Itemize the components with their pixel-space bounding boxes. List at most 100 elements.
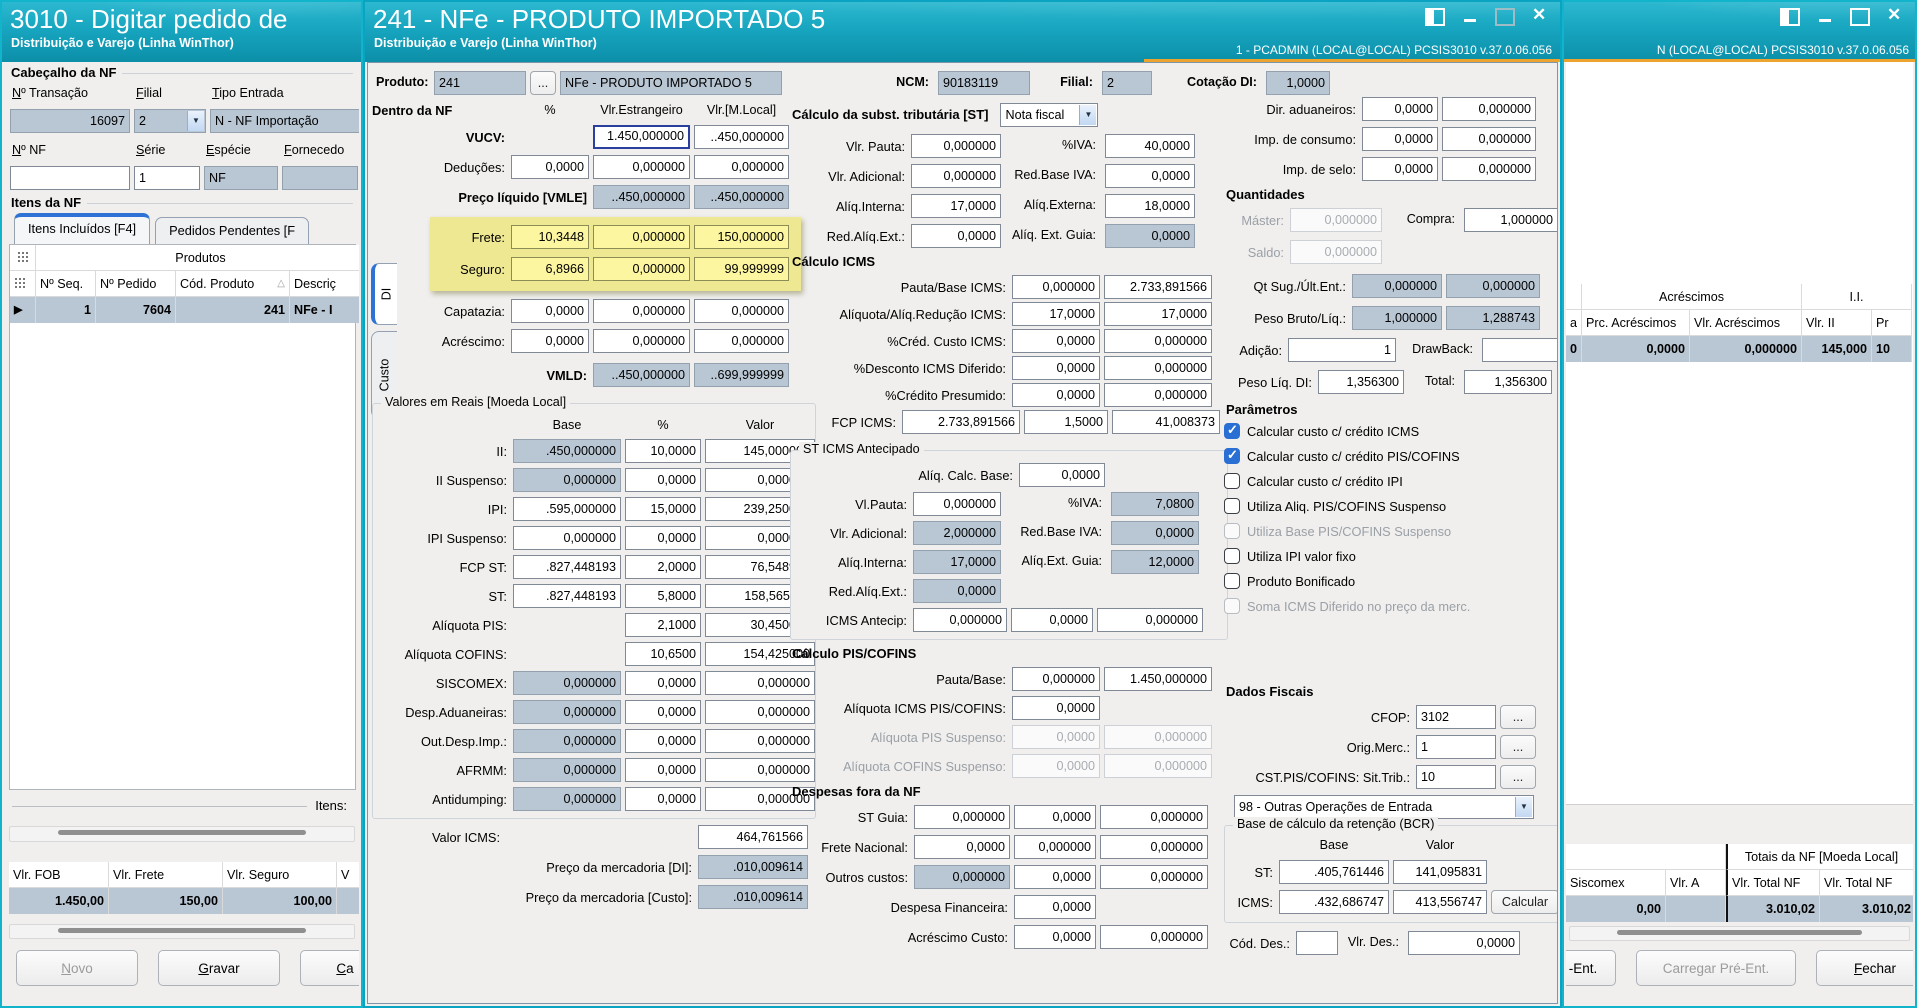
input-field[interactable]: 154,425000 bbox=[705, 642, 815, 666]
input-field[interactable]: 10 bbox=[1416, 765, 1496, 789]
grid-row-selected[interactable]: 1.450,00 150,00 100,00 bbox=[9, 888, 359, 914]
input-field[interactable]: 1,356300 bbox=[1464, 370, 1552, 394]
input-field[interactable]: 0,0000 bbox=[1014, 895, 1096, 919]
grid-column-header[interactable]: Vlr. FOB bbox=[9, 862, 109, 888]
input-field[interactable]: 2.733,891566 bbox=[902, 410, 1020, 434]
input-field[interactable]: 1.450,000000 bbox=[1104, 667, 1212, 691]
input-field-highlight[interactable]: 10,3448 bbox=[511, 225, 589, 249]
input-field[interactable] bbox=[1482, 338, 1557, 362]
horizontal-scrollbar[interactable] bbox=[1569, 926, 1910, 941]
input-field-highlight[interactable]: 150,000000 bbox=[694, 225, 789, 249]
input-field[interactable] bbox=[10, 166, 130, 190]
button-fechar[interactable]: Fechar bbox=[1816, 950, 1913, 986]
grid-column-header[interactable]: Nº Seq. bbox=[36, 271, 96, 297]
horizontal-scrollbar[interactable] bbox=[9, 924, 355, 939]
scrollbar-thumb[interactable] bbox=[58, 928, 306, 933]
input-field[interactable]: 1,000000 bbox=[1464, 208, 1557, 232]
input-field[interactable]: 0,000000 bbox=[1104, 383, 1212, 407]
input-field[interactable]: 0,000000 bbox=[1442, 127, 1536, 151]
grid-column-header[interactable]: Descriç bbox=[290, 271, 359, 297]
input-field[interactable]: 0,0000 bbox=[1408, 931, 1520, 955]
input-field[interactable]: 0,000000 bbox=[1100, 835, 1208, 859]
input-field[interactable]: 0,000000 bbox=[1012, 275, 1100, 299]
input-field[interactable]: 0,0000 bbox=[625, 468, 701, 492]
input-field[interactable]: 0,000000 bbox=[1104, 329, 1212, 353]
button[interactable]: Calcular bbox=[1491, 890, 1557, 914]
input-field[interactable]: 0,000000 bbox=[1104, 356, 1212, 380]
input-field-focused[interactable]: 1.450,000000 bbox=[593, 125, 690, 149]
grid-column-header[interactable]: Cód. Produto △ bbox=[176, 271, 290, 297]
input-field[interactable]: 0,0000 bbox=[914, 835, 1010, 859]
button-ca[interactable]: Ca bbox=[300, 950, 359, 986]
grid-column-header[interactable]: Nº Pedido bbox=[96, 271, 176, 297]
grid-column-header[interactable]: Vlr. Frete bbox=[109, 862, 223, 888]
input-field[interactable]: 0,000000 bbox=[1100, 925, 1208, 949]
input-field[interactable]: 1 bbox=[1416, 735, 1496, 759]
grid-row-selected[interactable]: 0 0,0000 0,000000 145,000 10 bbox=[1566, 336, 1913, 362]
input-field[interactable]: 0,000000 bbox=[694, 299, 789, 323]
input-field[interactable]: 0,0000 bbox=[1362, 157, 1438, 181]
tab-pedidos-pendentes[interactable]: Pedidos Pendentes [F bbox=[155, 217, 310, 244]
checkbox[interactable] bbox=[1224, 573, 1240, 589]
input-field[interactable]: 413,556747 bbox=[1393, 890, 1487, 914]
checkbox[interactable] bbox=[1224, 473, 1240, 489]
button[interactable]: ... bbox=[1500, 735, 1536, 759]
input-field[interactable]: 0,0000 bbox=[911, 224, 1001, 248]
input-field[interactable]: 10,0000 bbox=[625, 439, 701, 463]
title-bar[interactable]: 241 - NFe - PRODUTO IMPORTADO 5 Distribu… bbox=[365, 2, 1560, 62]
input-field[interactable]: 0,000000 bbox=[1097, 608, 1203, 632]
grid-row-selected[interactable]: 0,00 3.010,02 3.010,02 bbox=[1566, 896, 1913, 922]
input-field[interactable]: 0,0000 bbox=[1012, 696, 1100, 720]
restore-icon[interactable] bbox=[1780, 8, 1800, 26]
grid-column-header[interactable]: a bbox=[1566, 310, 1582, 336]
input-field[interactable]: 1,356300 bbox=[1318, 370, 1404, 394]
grid-column-header[interactable]: Vlr. Acréscimos bbox=[1690, 310, 1802, 336]
grid-column-header[interactable]: Prc. Acréscimos bbox=[1582, 310, 1690, 336]
input-field[interactable]: 0,000000 bbox=[913, 608, 1007, 632]
checkbox-checked[interactable] bbox=[1224, 447, 1240, 464]
input-field[interactable]: 1 bbox=[134, 166, 200, 190]
close-icon[interactable] bbox=[1532, 5, 1548, 25]
input-field[interactable]: 0,000000 bbox=[593, 299, 690, 323]
input-field-highlight[interactable]: 6,8966 bbox=[511, 257, 589, 281]
input-field[interactable]: 0,000000 bbox=[911, 134, 1001, 158]
input-field[interactable]: 0,0000 bbox=[1019, 463, 1105, 487]
restore-icon[interactable] bbox=[1425, 8, 1445, 26]
chevron-down-icon[interactable] bbox=[187, 111, 204, 131]
checkbox[interactable] bbox=[1224, 498, 1240, 514]
button[interactable]: ... bbox=[1500, 705, 1536, 729]
input-field[interactable]: 15,0000 bbox=[625, 497, 701, 521]
grid-column-header[interactable]: Vlr. Total NF bbox=[1726, 870, 1820, 896]
input-field[interactable]: 0,0000 bbox=[1012, 383, 1100, 407]
input-field[interactable]: 0,000000 bbox=[593, 329, 690, 353]
input-field[interactable]: ..450,000000 bbox=[694, 125, 789, 149]
grid-column-header[interactable]: Vlr. A bbox=[1666, 870, 1726, 896]
input-field[interactable]: 0,000000 bbox=[1442, 157, 1536, 181]
input-field[interactable]: 2.733,891566 bbox=[1104, 275, 1212, 299]
minimize-icon[interactable] bbox=[1462, 8, 1478, 22]
checkbox-checked[interactable] bbox=[1224, 422, 1240, 439]
input-field[interactable]: 0,0000 bbox=[625, 700, 701, 724]
input-field[interactable]: 0,000000 bbox=[705, 758, 815, 782]
input-field[interactable]: 0,0000 bbox=[1012, 329, 1100, 353]
input-field[interactable]: .432,686747 bbox=[1279, 890, 1389, 914]
dropdown[interactable]: 2 bbox=[134, 109, 206, 133]
tab-itens-incluidos[interactable]: Itens Incluídos [F4] bbox=[14, 213, 151, 244]
input-field[interactable]: .405,761446 bbox=[1279, 860, 1389, 884]
grid-column-header[interactable]: Vlr. Seguro bbox=[223, 862, 337, 888]
input-field[interactable]: 0,000000 bbox=[705, 787, 815, 811]
input-field[interactable]: 18,0000 bbox=[1105, 194, 1195, 218]
input-field[interactable]: 0,0000 bbox=[1014, 865, 1096, 889]
input-field-highlight[interactable]: 0,000000 bbox=[593, 225, 690, 249]
input-field[interactable]: 0,000000 bbox=[1100, 865, 1208, 889]
scrollbar-thumb[interactable] bbox=[58, 830, 306, 835]
input-field[interactable]: .827,448193 bbox=[513, 555, 621, 579]
input-field[interactable]: 0,0000 bbox=[625, 526, 701, 550]
input-field[interactable]: 0,000000 bbox=[513, 526, 621, 550]
input-field[interactable]: 0,000000 bbox=[911, 164, 1001, 188]
title-bar[interactable]: 3010 - Digitar pedido de Distribuição e … bbox=[2, 2, 361, 62]
input-field[interactable]: 0,0000 bbox=[511, 329, 589, 353]
input-field[interactable]: 0,0000 bbox=[1362, 127, 1438, 151]
input-field[interactable]: 0,0000 bbox=[1014, 925, 1096, 949]
input-field[interactable]: 0,0000 bbox=[625, 729, 701, 753]
